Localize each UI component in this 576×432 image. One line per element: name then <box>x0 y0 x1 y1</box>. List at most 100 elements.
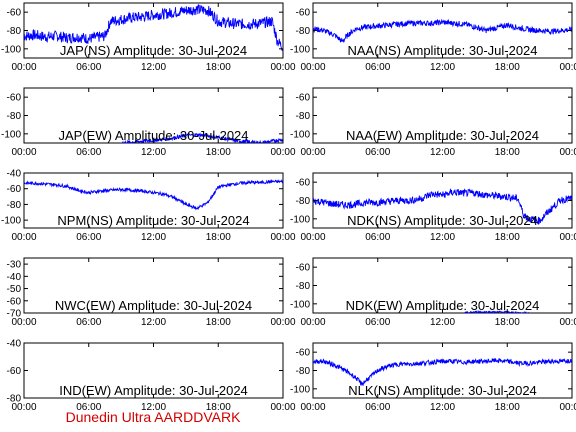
x-tick-label: 00:00 <box>11 147 36 158</box>
x-tick-label: 18:00 <box>495 402 520 413</box>
x-tick-label: 12:00 <box>430 232 455 243</box>
x-tick-label: 00:00 <box>11 232 36 243</box>
y-tick-label: -100 <box>290 384 310 395</box>
y-tick-label: -100 <box>290 44 310 55</box>
x-tick-label: 00:00 <box>559 147 576 158</box>
chart-title: NAA(NS) Amplitude: 30-Jul-2024 <box>347 43 537 58</box>
x-tick-label: 06:00 <box>365 232 390 243</box>
y-tick-label: -50 <box>7 284 22 295</box>
x-tick-label: 12:00 <box>141 147 166 158</box>
chart-panel-8: -100 -80 -60 00:00 06:00 12:00 18:00 00:00 NDK(E… <box>290 257 576 328</box>
chart-title: JAP(NS) Amplitude: 30-Jul-2024 <box>60 43 247 58</box>
y-tick-label: -80 <box>7 26 22 37</box>
x-tick-label: 18:00 <box>495 62 520 73</box>
y-tick-label: -80 <box>296 26 311 37</box>
x-tick-label: 12:00 <box>430 317 455 328</box>
x-tick-label: 00:00 <box>11 317 36 328</box>
chart-title: NLK(NS) Amplitude: 30-Jul-2024 <box>348 383 537 398</box>
y-tick-label: -100 <box>1 129 21 140</box>
series-line <box>121 132 283 143</box>
x-tick-label: 18:00 <box>206 232 231 243</box>
y-tick-label: -80 <box>296 196 311 207</box>
y-tick-label: -100 <box>1 44 21 55</box>
x-tick-label: 12:00 <box>430 402 455 413</box>
y-tick-label: -30 <box>7 260 22 271</box>
y-tick-label: -60 <box>296 178 311 189</box>
chart-panel-7: -70 -60-50-40-30 00:00 06:00 12:00 18:00 00:00… <box>7 257 296 328</box>
x-tick-label: 00:00 <box>300 147 325 158</box>
x-tick-label: 00:00 <box>270 402 295 413</box>
x-tick-label: 06:00 <box>365 62 390 73</box>
chart-title: NDK(EW) Amplitude: 30-Jul-2024 <box>346 298 540 313</box>
x-tick-label: 00:00 <box>270 317 295 328</box>
chart-panel-5: -100 -80 -60 -40 00:00 06:00 12:00 18:00 00:00 NP… <box>1 169 296 244</box>
chart-title: NPM(NS) Amplitude: 30-Jul-2024 <box>57 213 249 228</box>
chart-title: JAP(EW) Amplitude: 30-Jul-2024 <box>58 128 248 143</box>
y-tick-label: -100 <box>1 216 21 227</box>
y-tick-label: -100 <box>290 214 310 225</box>
y-tick-label: -80 <box>296 366 311 377</box>
x-tick-label: 18:00 <box>206 402 231 413</box>
y-tick-label: -100 <box>290 129 310 140</box>
x-tick-label: 00:00 <box>270 62 295 73</box>
chart-panel-10: -100 -80 -60 00:00 06:00 12:00 18:00 00:00 NLK(N… <box>290 342 576 413</box>
x-tick-label: 18:00 <box>206 147 231 158</box>
y-tick-label: -60 <box>7 8 22 19</box>
credit-label: Dunedin Ultra AARDDVARK <box>66 409 241 425</box>
x-tick-label: 12:00 <box>141 402 166 413</box>
y-tick-label: -60 <box>296 348 311 359</box>
x-tick-label: 00:00 <box>300 402 325 413</box>
chart-title: NDK(NS) Amplitude: 30-Jul-2024 <box>347 213 538 228</box>
x-tick-label: 00:00 <box>559 62 576 73</box>
x-tick-label: 06:00 <box>365 317 390 328</box>
x-tick-label: 00:00 <box>270 147 295 158</box>
y-tick-label: -60 <box>296 8 311 19</box>
x-tick-label: 06:00 <box>76 62 101 73</box>
y-tick-label: -60 <box>7 184 22 195</box>
x-tick-label: 18:00 <box>495 147 520 158</box>
x-tick-label: 18:00 <box>206 317 231 328</box>
y-tick-label: -80 <box>7 394 22 405</box>
y-tick-label: -80 <box>296 281 311 292</box>
y-tick-label: -60 <box>296 263 311 274</box>
y-tick-label: -100 <box>290 299 310 310</box>
y-tick-label: -40 <box>7 272 22 283</box>
y-tick-label: -70 <box>7 309 22 320</box>
chart-panel-9: -80 -60 -40 00:00 06:00 12:00 18:00 00:00 IND(EW… <box>7 339 296 414</box>
x-tick-label: 12:00 <box>141 232 166 243</box>
x-tick-label: 00:00 <box>559 317 576 328</box>
x-tick-label: 06:00 <box>76 232 101 243</box>
chart-title: IND(EW) Amplitude: 30-Jul-2024 <box>59 383 248 398</box>
x-tick-label: 00:00 <box>300 62 325 73</box>
series-line <box>313 18 572 44</box>
y-tick-label: -80 <box>7 111 22 122</box>
series-line <box>24 4 283 52</box>
x-tick-label: 00:00 <box>270 232 295 243</box>
x-tick-label: 00:00 <box>300 232 325 243</box>
y-tick-label: -60 <box>7 93 22 104</box>
chart-panel-6: -100 -80 -60 00:00 06:00 12:00 18:00 00:00 NDK(N… <box>290 172 576 243</box>
x-tick-label: 00:00 <box>300 317 325 328</box>
x-tick-label: 18:00 <box>206 62 231 73</box>
x-tick-label: 06:00 <box>76 147 101 158</box>
chart-panel-1: -100 -80 -60 00:00 06:00 12:00 18:00 00:00 JAP(N… <box>1 2 296 73</box>
chart-title: NAA(EW) Amplitude: 30-Jul-2024 <box>346 128 539 143</box>
y-tick-label: -80 <box>296 111 311 122</box>
x-tick-label: 00:00 <box>11 402 36 413</box>
chart-panel-3: -100 -80 -60 00:00 06:00 12:00 18:00 00:00 JAP(E… <box>1 87 296 158</box>
y-tick-label: -80 <box>7 200 22 211</box>
x-tick-label: 12:00 <box>430 62 455 73</box>
series-line <box>313 357 572 387</box>
x-tick-label: 18:00 <box>495 317 520 328</box>
x-tick-label: 06:00 <box>76 317 101 328</box>
chart-panel-4: -100 -80 -60 00:00 06:00 12:00 18:00 00:00 NAA(E… <box>290 87 576 158</box>
series-line <box>313 188 572 226</box>
series-line <box>463 309 530 313</box>
y-tick-label: -40 <box>7 339 22 350</box>
x-tick-label: 18:00 <box>495 232 520 243</box>
x-tick-label: 12:00 <box>430 147 455 158</box>
chart-title: NWC(EW) Amplitude: 30-Jul-2024 <box>55 298 252 313</box>
y-tick-label: -60 <box>7 366 22 377</box>
x-tick-label: 12:00 <box>141 62 166 73</box>
